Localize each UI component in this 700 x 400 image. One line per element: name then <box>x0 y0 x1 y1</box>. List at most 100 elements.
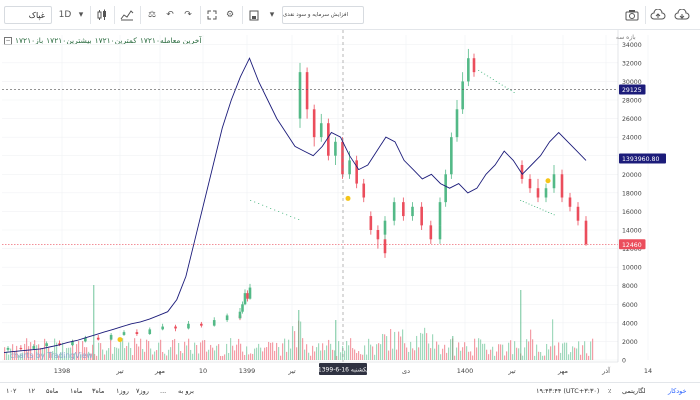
volume-bar <box>138 346 140 360</box>
range-button[interactable]: روز۱ <box>116 387 129 395</box>
ohlc-legend: − باز۱۷۲۱۰ بیشترین۱۷۲۱۰ کمترین۱۷۲۱۰ آخری… <box>4 36 204 45</box>
volume-bar <box>322 343 324 360</box>
volume-bar <box>474 338 476 360</box>
volume-bar <box>332 349 334 360</box>
fullscreen-icon[interactable] <box>204 6 220 24</box>
range-button[interactable]: ۱۰۲ <box>6 387 17 395</box>
volume-bar <box>432 334 434 360</box>
volume-bar <box>284 338 286 360</box>
candle-body <box>539 208 541 210</box>
interval-button[interactable]: 1D <box>58 10 72 20</box>
candle-body <box>528 203 530 205</box>
percent-toggle[interactable]: ٪ <box>608 387 612 395</box>
volume-bar <box>542 355 544 360</box>
time-tick-label: تیر <box>115 367 124 375</box>
symbol-search[interactable]: غپاک <box>4 6 52 24</box>
volume-bar <box>94 354 96 360</box>
price-tick-label: 34000 <box>622 42 642 49</box>
interval-dropdown-icon[interactable]: ▾ <box>78 10 84 20</box>
redo-icon[interactable]: ↷ <box>184 10 192 20</box>
range-button[interactable]: ۵ماه <box>46 387 59 395</box>
volume-bar <box>38 344 40 360</box>
price-chart[interactable]: 3400032000300002800026000240002200020000… <box>0 30 700 382</box>
volume-bar <box>152 354 154 360</box>
volume-bar <box>422 333 424 360</box>
timezone-clock[interactable]: ۱۹:۴۳:۴۴ (UTC+۳:۳۰) <box>536 387 600 395</box>
volume-bar <box>80 354 82 360</box>
time-tick-label: دی <box>402 367 410 375</box>
candle-body <box>550 213 552 214</box>
candle-body <box>553 214 555 216</box>
indicators-icon[interactable] <box>118 6 136 24</box>
volume-bar <box>190 349 192 360</box>
candle-body <box>478 70 480 71</box>
range-button[interactable]: ۳ماه <box>92 387 105 395</box>
volume-bar <box>302 338 304 360</box>
settings-icon[interactable]: ⚙ <box>225 10 235 20</box>
volume-bar <box>400 336 402 360</box>
volume-bar <box>440 354 442 360</box>
volume-bar <box>516 347 518 360</box>
volume-bar <box>472 355 474 360</box>
volume-bar <box>112 353 114 360</box>
volume-bar <box>496 351 498 360</box>
volume-bar <box>418 347 420 360</box>
volume-bar <box>20 353 22 360</box>
volume-bar <box>78 341 80 360</box>
candle-body <box>548 212 550 213</box>
volume-bar <box>526 339 528 360</box>
candle-body <box>109 334 113 340</box>
range-button[interactable]: ۱۲ <box>28 387 35 395</box>
candle-body <box>392 202 396 221</box>
candle-body <box>282 212 284 214</box>
price-tick-label: 12000 <box>622 246 642 253</box>
candle-body <box>545 210 547 212</box>
volume-bar <box>236 344 238 360</box>
compare-icon[interactable]: ⚖ <box>147 10 157 20</box>
volume-bar <box>358 351 360 360</box>
volume-bar <box>586 353 588 360</box>
log-scale-toggle[interactable]: لگاریتمی <box>622 387 646 395</box>
range-button[interactable]: ۱ماه <box>70 387 83 395</box>
volume-bar <box>558 342 560 360</box>
volume-bar <box>28 346 30 360</box>
candle-body <box>536 207 538 208</box>
volume-bar <box>428 343 430 360</box>
range-more-button[interactable]: ... <box>160 387 167 395</box>
volume-bar <box>16 345 18 360</box>
candle-body <box>429 225 433 240</box>
cloud-upload-icon[interactable] <box>648 6 668 24</box>
volume-bar <box>458 342 460 360</box>
volume-bar <box>50 351 52 360</box>
volume-bar <box>208 349 210 360</box>
candle-body <box>45 343 48 347</box>
undo-icon[interactable]: ↶ <box>166 10 174 20</box>
candle-body <box>327 123 330 156</box>
tradingview-watermark[interactable]: charts by TradingView <box>10 351 93 360</box>
time-tick-label: 1399 <box>239 367 256 375</box>
volume-bar <box>350 338 352 360</box>
volume-bar <box>438 344 440 360</box>
volume-bar <box>504 355 506 360</box>
cloud-download-icon[interactable] <box>672 6 692 24</box>
candle-body <box>584 220 588 245</box>
bar-style-icon[interactable] <box>94 6 110 24</box>
goto-date-button[interactable]: برو به <box>178 387 194 395</box>
auto-scale-toggle[interactable]: خودکار <box>668 387 687 395</box>
volume-bar <box>498 344 500 360</box>
camera-icon[interactable] <box>622 6 642 24</box>
volume-bar <box>410 341 412 360</box>
candle-body <box>84 337 87 342</box>
symbol-label: غپاک <box>28 10 45 20</box>
volume-bar <box>130 348 132 360</box>
volume-bar <box>252 353 254 360</box>
dropdown-icon[interactable]: ▾ <box>269 10 275 20</box>
volume-bar <box>476 347 478 360</box>
save-icon[interactable] <box>246 6 262 24</box>
volume-bar <box>582 345 584 360</box>
overlay-line-series <box>3 57 587 354</box>
volume-bar <box>280 355 282 360</box>
corporate-actions-field[interactable]: افزایش سرمایه و سود نقدی <box>282 6 364 24</box>
range-button[interactable]: روز۷ <box>136 387 149 395</box>
volume-bar <box>192 353 194 360</box>
